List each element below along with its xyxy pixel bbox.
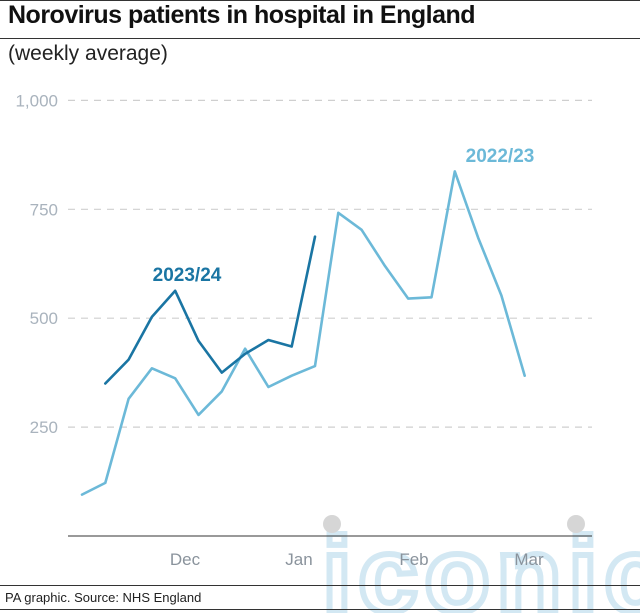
watermark-dot bbox=[567, 515, 585, 533]
top-rule bbox=[0, 0, 640, 1]
series-label: 2022/23 bbox=[466, 146, 535, 167]
y-tick-labels: 1,000 750 500 250 bbox=[15, 91, 58, 437]
footer-rule bbox=[0, 609, 640, 610]
y-tick-label: 500 bbox=[30, 309, 58, 328]
x-tick-label: Feb bbox=[399, 550, 428, 569]
x-tick-labels: Dec Jan Feb Mar bbox=[170, 550, 544, 569]
iconic-watermark: iconic bbox=[319, 511, 640, 613]
x-tick-label: Dec bbox=[170, 550, 201, 569]
chart-title: Norovirus patients in hospital in Englan… bbox=[8, 1, 476, 29]
source-note: PA graphic. Source: NHS England bbox=[5, 590, 202, 605]
chart-subtitle: (weekly average) bbox=[8, 42, 168, 65]
title-rule bbox=[0, 38, 640, 39]
series-line-2022-23 bbox=[80, 170, 527, 496]
series-line-2023-24 bbox=[104, 235, 317, 385]
series-label: 2023/24 bbox=[153, 265, 222, 286]
watermark-dot bbox=[323, 515, 341, 533]
y-tick-label: 750 bbox=[30, 200, 58, 219]
x-tick-label: Mar bbox=[514, 550, 544, 569]
series-labels: 2022/23 2023/24 bbox=[153, 146, 535, 286]
series-lines bbox=[80, 170, 527, 496]
x-tick-label: Jan bbox=[285, 550, 312, 569]
bottom-rule bbox=[0, 585, 640, 586]
watermark-text: iconic bbox=[322, 514, 640, 613]
y-tick-label: 250 bbox=[30, 418, 58, 437]
y-tick-label: 1,000 bbox=[15, 91, 58, 110]
gridlines bbox=[68, 99, 592, 428]
